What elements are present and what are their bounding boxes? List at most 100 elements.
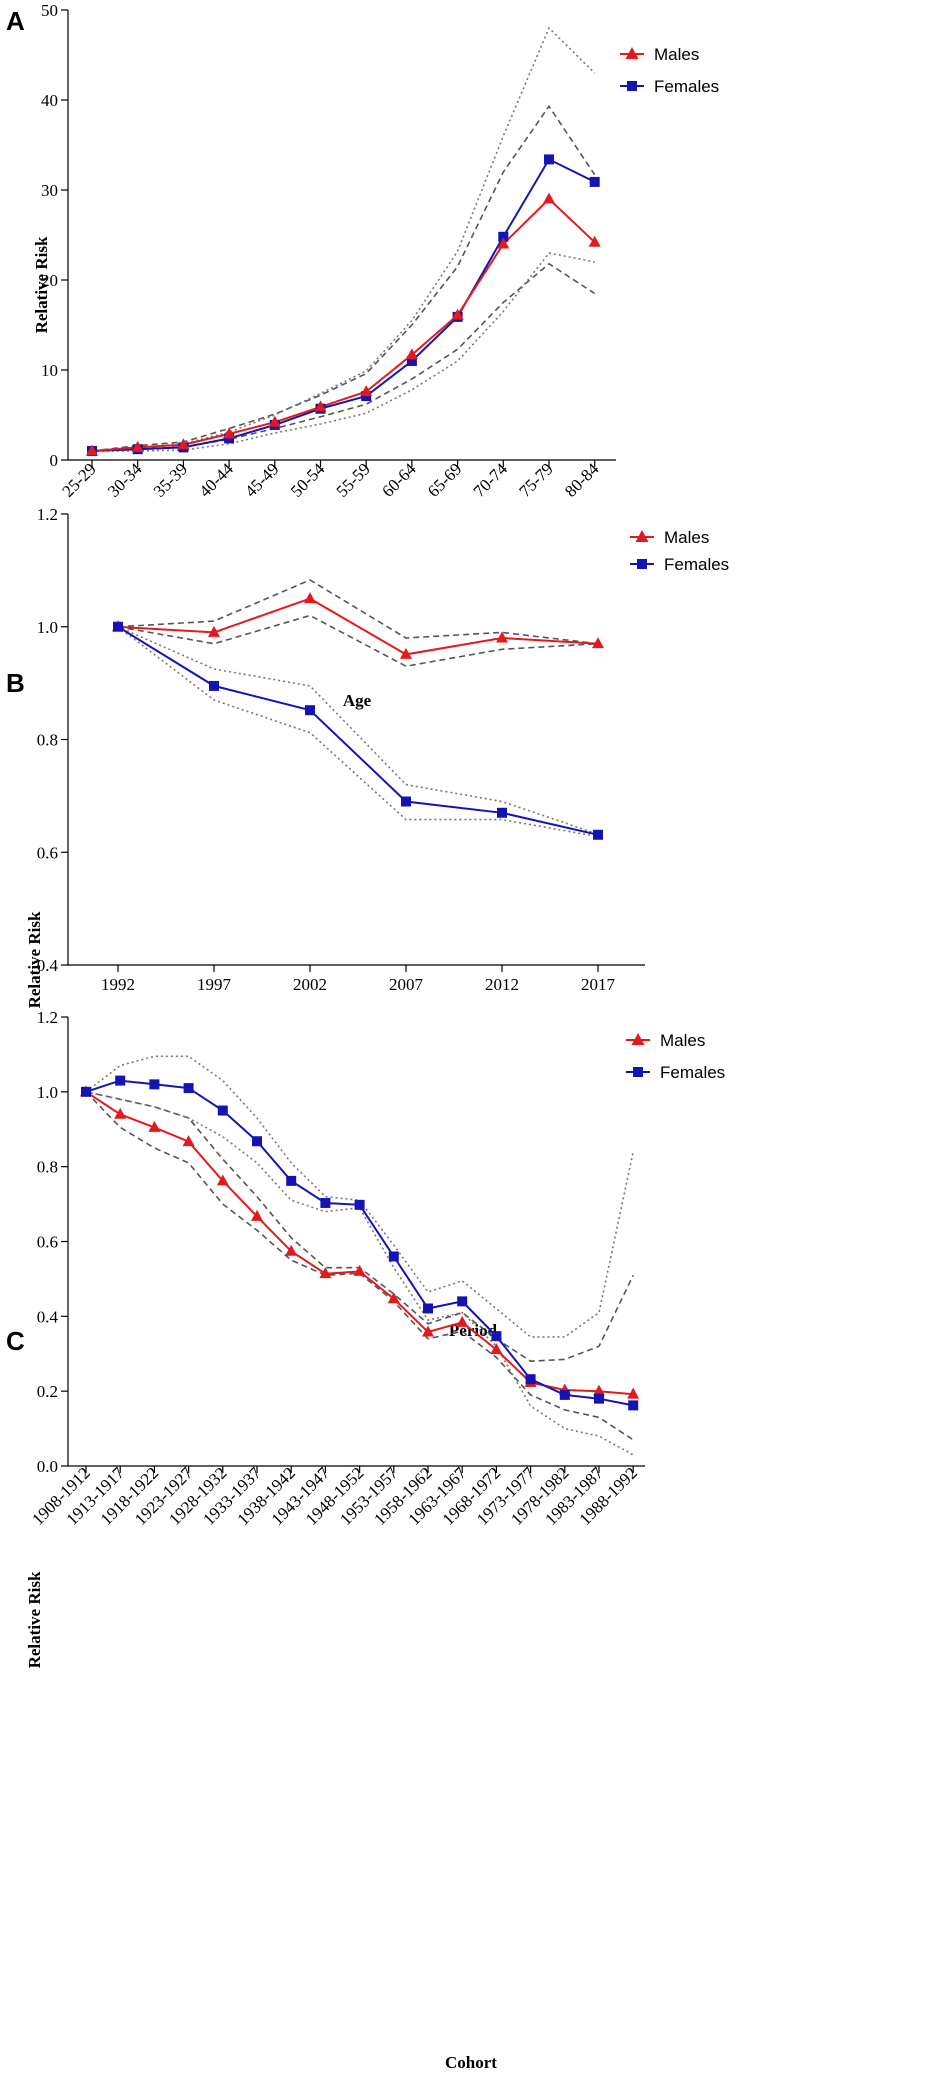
y-tick-label: 40 (41, 91, 58, 110)
marker-females (593, 829, 603, 840)
y-tick-label: 1.0 (37, 618, 58, 637)
y-tick-label: 50 (41, 1, 58, 20)
ci-lower-females (117, 626, 599, 838)
x-tick-label: 35-39 (150, 459, 191, 500)
legend-label-males: Males (664, 528, 709, 547)
marker-males (496, 631, 508, 643)
legend-marker-males (635, 530, 649, 542)
marker-males (497, 237, 510, 249)
marker-females (286, 1175, 297, 1186)
x-tick-label: 75-79 (515, 459, 556, 500)
marker-males (131, 440, 144, 452)
y-axis-label-c: Relative Risk (25, 1571, 44, 1668)
panel-c: C Relative Risk Cohort 0.0 0.2 0.4 0.6 0.8 1.… (6, 1008, 725, 2072)
marker-males (314, 400, 327, 412)
marker-males (400, 647, 412, 659)
marker-females (252, 1136, 262, 1147)
x-tick-label: 1992 (101, 975, 135, 994)
ci-upper-females (85, 1055, 634, 1338)
y-tick-label: 0.2 (37, 1382, 58, 1401)
marker-females (388, 1251, 399, 1262)
x-tick-label: 2017 (581, 975, 616, 994)
x-tick-label: 2012 (485, 975, 519, 994)
series-line-females (85, 1079, 634, 1407)
marker-males (223, 427, 236, 439)
marker-females (559, 1389, 570, 1400)
marker-females (544, 154, 554, 165)
series-line-females (91, 158, 596, 452)
marker-females (149, 1079, 160, 1090)
marker-females (406, 356, 417, 366)
marker-males (422, 1325, 434, 1337)
ci-upper-males (91, 104, 596, 452)
marker-females (320, 1197, 331, 1208)
legend-label-females: Females (664, 555, 729, 574)
marker-females (81, 1086, 91, 1097)
legend-label-females: Females (654, 77, 719, 96)
marker-males (148, 1120, 161, 1132)
y-tick-label: 30 (41, 181, 58, 200)
panel-letter-c: C (6, 1326, 25, 1356)
y-tick-label: 0.0 (37, 1457, 58, 1476)
marker-males (588, 235, 601, 247)
legend-marker-females (627, 81, 637, 91)
marker-females (423, 1303, 433, 1314)
marker-males (268, 415, 281, 427)
x-axis-label-a: Age (343, 691, 372, 710)
panel-a: A Relative Risk Age 0 10 20 30 40 50 25-29 30-3… (6, 1, 719, 710)
panel-b: B Relative Risk Period 0.40.60.81.01.219… (6, 505, 729, 1340)
x-tick-label: 45-49 (241, 459, 282, 500)
marker-females (457, 1296, 468, 1307)
marker-males (353, 1264, 366, 1276)
marker-males (182, 1135, 195, 1147)
marker-males (627, 1387, 640, 1399)
marker-males (251, 1209, 263, 1221)
legend-marker-males (625, 47, 639, 59)
series-line-males (91, 197, 596, 452)
x-axis-label-c: Cohort (445, 2053, 497, 2072)
x-tick-label: 60-64 (378, 459, 420, 501)
ci-lower-females (85, 1091, 634, 1456)
y-tick-label: 0.6 (37, 843, 58, 862)
marker-females (594, 1393, 604, 1404)
x-tick-label: 50-54 (287, 459, 329, 501)
marker-females (589, 176, 600, 187)
marker-males (360, 385, 373, 397)
marker-males (208, 625, 220, 637)
legend-marker-males (631, 1033, 645, 1045)
marker-males (405, 348, 418, 360)
x-tick-label: 70-74 (470, 459, 512, 501)
y-tick-label: 0.4 (37, 956, 59, 975)
x-tick-label: 25-29 (58, 459, 99, 500)
y-tick-label: 10 (41, 361, 58, 380)
ci-upper-females (91, 26, 596, 452)
x-tick-label: 1997 (197, 975, 232, 994)
ci-lower-females (92, 252, 595, 452)
y-axis-label-b: Relative Risk (25, 911, 44, 1008)
marker-males (387, 1292, 400, 1304)
marker-males (451, 308, 464, 320)
marker-females (628, 1400, 639, 1411)
marker-males (319, 1267, 332, 1279)
panel-letter-b: B (6, 668, 25, 698)
marker-males (490, 1343, 503, 1355)
legend-marker-females (633, 1067, 643, 1077)
y-tick-label: 1.2 (37, 1008, 58, 1027)
marker-males (216, 1174, 229, 1186)
marker-females (401, 796, 411, 807)
x-tick-label: 2007 (389, 975, 424, 994)
y-axis-label-a: Relative Risk (32, 236, 51, 333)
y-tick-label: 20 (41, 271, 58, 290)
x-tick-label: 30-34 (104, 459, 146, 501)
y-tick-label: 0.6 (37, 1233, 58, 1252)
x-tick-label: 40-44 (195, 459, 237, 501)
y-tick-label: 0.8 (37, 731, 58, 750)
marker-females (113, 621, 123, 632)
ci-upper-females (117, 626, 599, 835)
y-tick-label: 0.4 (37, 1307, 59, 1326)
marker-females (354, 1199, 365, 1210)
y-tick-label: 1.0 (37, 1083, 58, 1102)
marker-males (592, 637, 604, 649)
y-tick-label: 1.2 (37, 505, 58, 524)
marker-females (115, 1075, 126, 1086)
